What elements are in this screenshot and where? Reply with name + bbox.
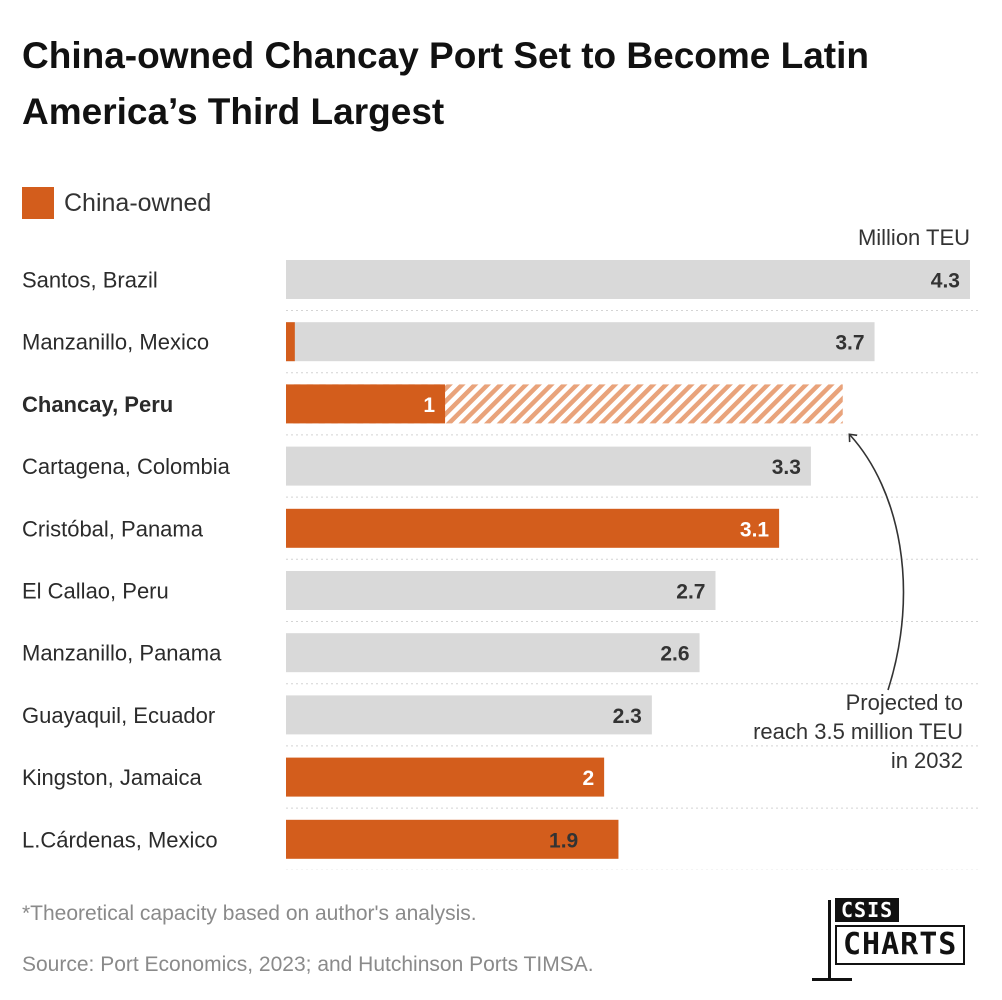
category-label: Cristóbal, Panama [22,516,204,541]
annotation-arrow [848,433,905,691]
bar [286,757,605,797]
csis-charts-logo: CSIS CHARTS [812,898,982,982]
unit-label: Million TEU [858,225,970,250]
category-label: Kingston, Jamaica [22,765,203,790]
bar [286,508,780,548]
value-label: 3.7 [835,332,864,355]
value-label: 1.9 [549,829,578,852]
category-label: Guayaquil, Ecuador [22,703,215,728]
value-label: 2 [582,767,594,790]
logo-csis: CSIS [835,898,900,922]
category-label: L.Cárdenas, Mexico [22,827,218,852]
value-label: 4.3 [931,270,960,293]
category-label: Santos, Brazil [22,268,158,293]
bar-chart: Million TEU Santos, Brazil 4.3 Manzanillo,… [22,225,980,870]
category-label: El Callao, Peru [22,579,169,604]
value-label: 1 [423,394,435,417]
bar [286,384,446,424]
logo-vertical-rule [828,900,831,980]
value-label: 2.7 [676,581,705,604]
annotation-text: Projected to reach 3.5 million TEU in 2032 [753,690,963,773]
value-label: 2.6 [660,643,689,666]
bar [286,446,811,486]
value-label: 2.3 [613,705,642,728]
bar [286,260,970,299]
bar [286,571,716,610]
chart-title: China-owned Chancay Port Set to Become L… [22,35,870,132]
legend-label: China-owned [64,188,212,217]
category-label: Cartagena, Colombia [22,454,231,479]
logo-horizontal-rule [812,978,852,981]
legend: China-owned [22,186,211,220]
logo-charts: CHARTS [835,925,966,965]
category-label: Manzanillo, Mexico [22,330,209,355]
value-label: 3.1 [740,518,770,541]
category-label: Chancay, Peru [22,392,173,417]
footnote: *Theoretical capacity based on author's … [22,902,477,925]
legend-swatch [22,187,54,219]
bar [286,633,700,673]
bar [286,695,652,735]
category-label: Manzanillo, Panama [22,641,222,666]
bar [286,322,875,362]
source-note: Source: Port Economics, 2023; and Hutchi… [22,953,594,976]
value-label: 3.3 [772,456,801,479]
china-owned-segment [286,322,295,362]
bar [286,819,619,859]
